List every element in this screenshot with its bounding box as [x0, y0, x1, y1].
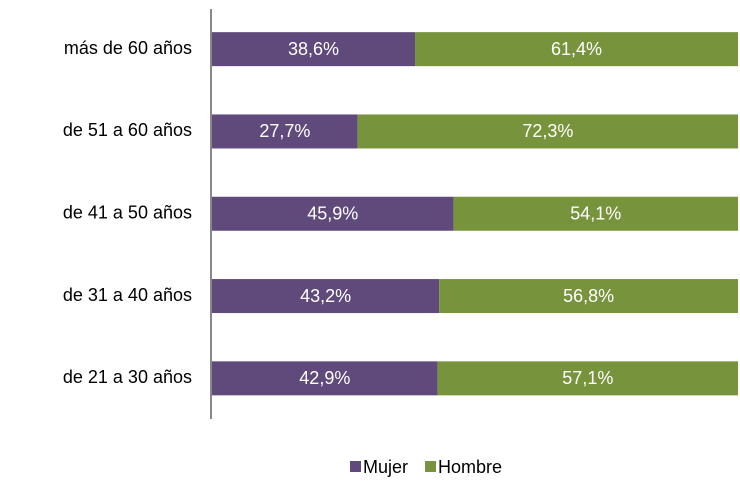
value-label: 56,8% [563, 286, 614, 306]
value-label: 45,9% [307, 204, 358, 224]
bar-segment [453, 196, 738, 231]
legend-swatch [425, 461, 437, 472]
legend-swatch [350, 461, 361, 472]
value-label: 54,1% [570, 204, 621, 224]
bar-segment [212, 32, 416, 67]
y-tick-label: de 41 a 50 años [63, 203, 192, 223]
value-label: 38,6% [288, 39, 339, 59]
bar-segment [437, 361, 738, 396]
y-tick-label: de 51 a 60 años [63, 120, 192, 140]
bar-segment [212, 114, 358, 149]
bar-segment [212, 361, 438, 396]
bar-segment [357, 114, 738, 149]
y-tick-label: de 21 a 30 años [63, 367, 192, 387]
bar-segment [212, 279, 440, 314]
legend-label: Hombre [438, 457, 502, 477]
y-tick-label: de 31 a 40 años [63, 285, 192, 305]
value-label: 61,4% [551, 39, 602, 59]
value-label: 42,9% [299, 368, 350, 388]
value-label: 43,2% [300, 286, 351, 306]
bar-segment [212, 196, 454, 231]
value-label: 27,7% [259, 121, 310, 141]
bar-segment [439, 279, 738, 314]
value-label: 57,1% [562, 368, 613, 388]
bar-segment [415, 32, 738, 67]
value-label: 72,3% [522, 121, 573, 141]
legend-label: Mujer [363, 457, 408, 477]
y-tick-label: más de 60 años [64, 38, 192, 58]
